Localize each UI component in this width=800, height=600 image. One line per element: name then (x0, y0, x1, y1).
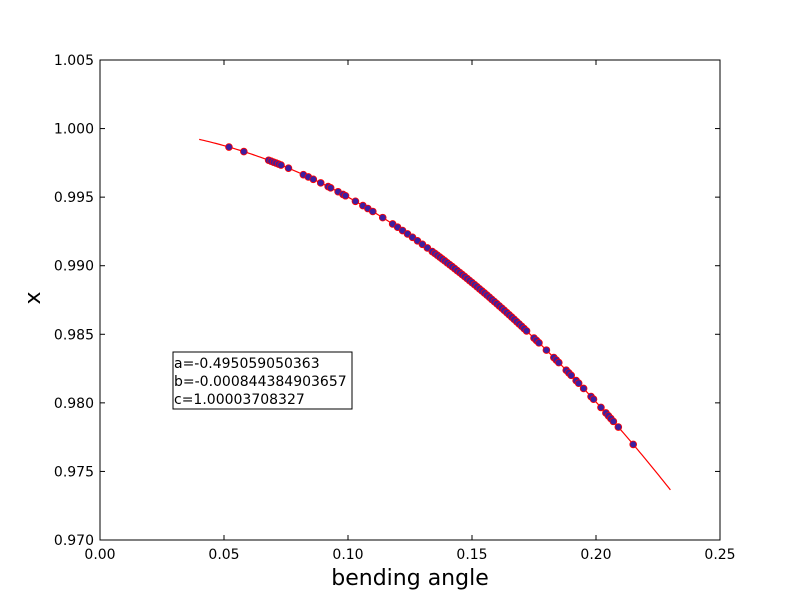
data-point (522, 327, 531, 335)
fit-parameter-c: c=1.00003708327 (174, 392, 305, 408)
fit-parameters-box: a=-0.495059050363 b=-0.000844384903657 c… (172, 351, 353, 410)
y-tick-label: 0.975 (54, 464, 94, 480)
x-tick-label: 0.25 (704, 547, 735, 563)
data-points-layer (225, 143, 637, 449)
data-point (378, 213, 387, 222)
data-point (579, 384, 588, 393)
y-tick-label: 1.000 (54, 122, 94, 138)
data-point (225, 143, 233, 151)
plot-frame (99, 59, 721, 541)
fit-parameters-frame (172, 351, 353, 410)
y-tick-label: 0.995 (54, 190, 94, 206)
x-axis-ticks: 0.00 0.05 0.10 0.15 0.20 0.25 (84, 60, 736, 563)
data-point (542, 346, 551, 354)
data-point (589, 395, 598, 404)
data-point (277, 161, 285, 169)
plot-area (100, 60, 720, 540)
data-point (629, 440, 637, 449)
x-tick-label: 0.00 (84, 547, 115, 563)
data-point (535, 339, 543, 347)
y-tick-label: 0.990 (54, 259, 94, 275)
data-point (368, 207, 377, 216)
data-point (240, 147, 248, 156)
fit-parameter-a: a=-0.495059050363 (174, 356, 320, 372)
x-tick-label: 0.05 (208, 547, 239, 563)
x-tick-label: 0.10 (332, 547, 363, 563)
x-tick-label: 0.15 (456, 547, 487, 563)
y-tick-label: 0.970 (54, 533, 94, 549)
data-point (567, 371, 575, 380)
data-point (326, 184, 335, 192)
data-point (351, 197, 360, 206)
data-point (284, 164, 293, 172)
data-point (574, 379, 583, 387)
y-tick-label: 1.005 (54, 53, 94, 69)
x-axis-label: bending angle (331, 566, 488, 591)
fit-parameter-b: b=-0.000844384903657 (174, 374, 347, 390)
data-point (609, 417, 618, 426)
y-axis-label: x (21, 291, 46, 304)
y-tick-label: 0.985 (54, 327, 94, 343)
y-tick-label: 0.980 (54, 396, 94, 412)
x-tick-label: 0.20 (580, 547, 611, 563)
data-point (316, 179, 325, 187)
data-point (597, 403, 605, 412)
data-point (614, 423, 623, 431)
data-point (554, 358, 563, 367)
y-axis-ticks: 0.970 0.975 0.980 0.985 0.990 0.995 1.000 1.005 (54, 53, 720, 549)
data-point (309, 175, 318, 184)
data-point (341, 191, 350, 200)
